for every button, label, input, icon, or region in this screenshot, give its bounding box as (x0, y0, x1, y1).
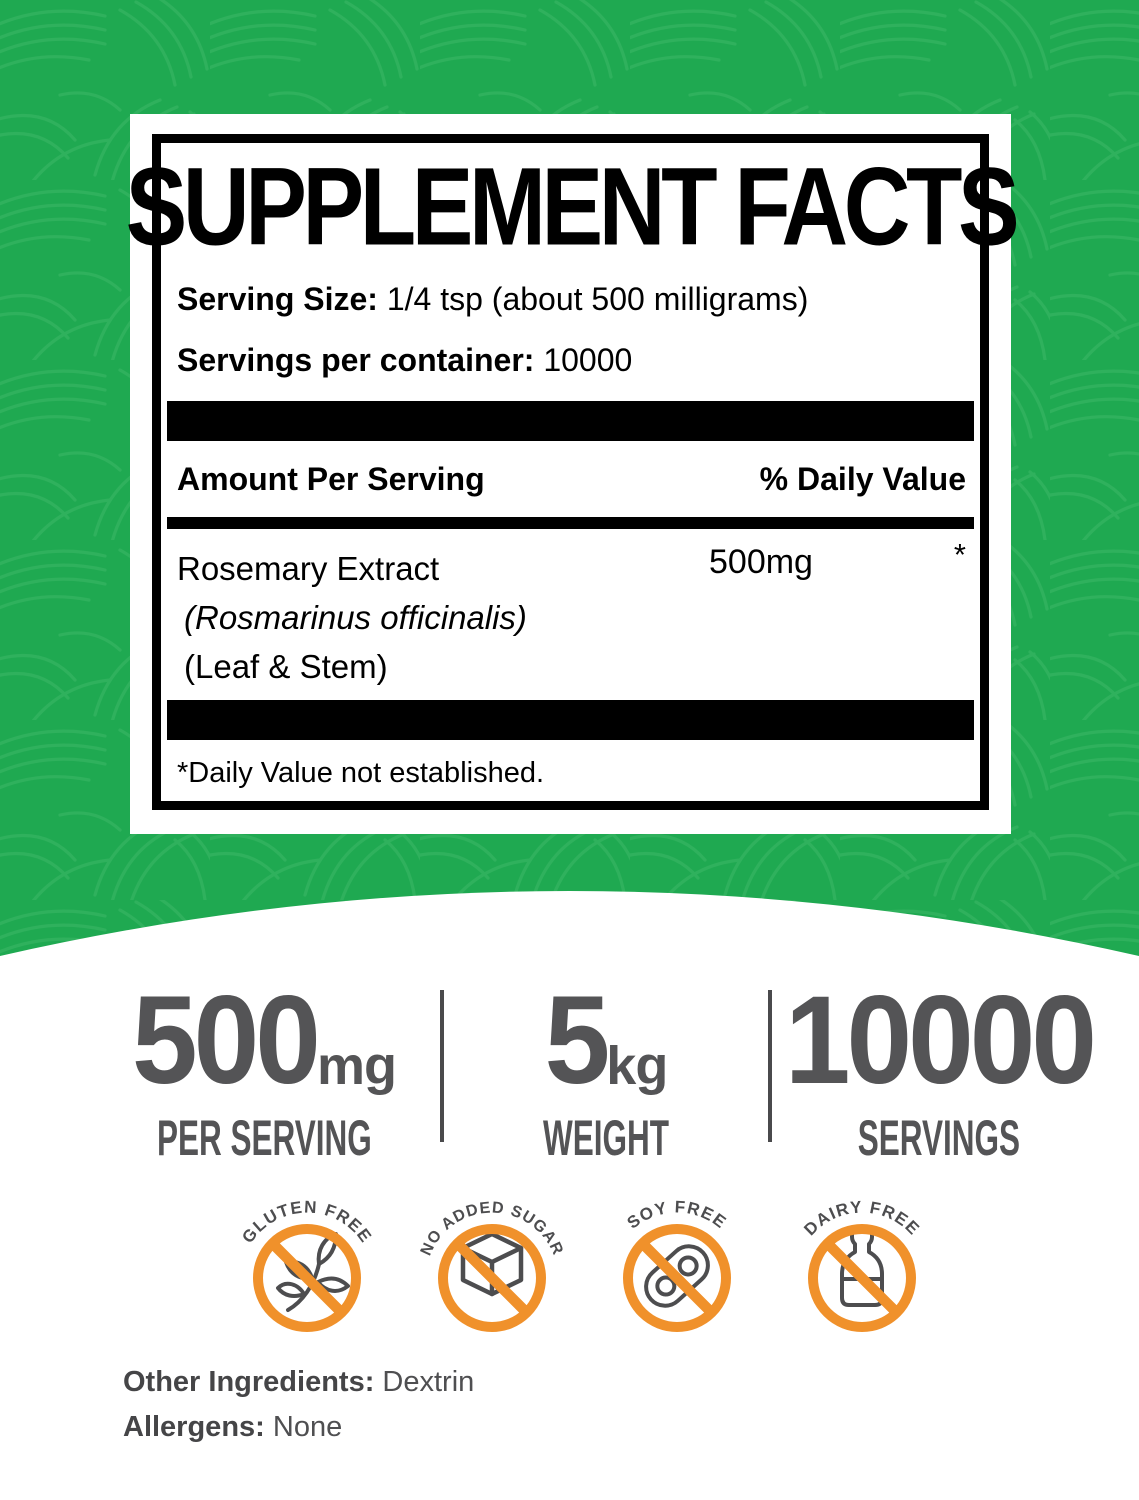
other-ingredients-label: Other Ingredients: (123, 1366, 375, 1398)
ingredient-daily-value-asterisk: * (953, 537, 966, 572)
stat-divider (768, 990, 772, 1142)
ingredient-row: Rosemary Extract (Rosmarinus officinalis… (177, 537, 972, 691)
prohibited-circle-icon (623, 1224, 731, 1332)
separator-bar-top (167, 401, 974, 441)
stat-servings: 10000 SERVINGS (772, 978, 1106, 1167)
stat-weight-number: 5 kg (545, 978, 669, 1103)
column-header-row: Amount Per Serving % Daily Value (177, 461, 966, 498)
diet-badges-row: GLUTEN FREE NO ADDED SUGAR (222, 1178, 947, 1344)
ingredient-name-block: Rosemary Extract (Rosmarinus officinalis… (177, 545, 972, 691)
daily-value-header: % Daily Value (759, 461, 966, 497)
stat-divider (440, 990, 444, 1142)
stat-servings-value: 10000 (784, 970, 1097, 1111)
stat-weight: 5 kg WEIGHT (444, 978, 768, 1167)
stat-per-serving-value: 500 (132, 970, 321, 1111)
serving-size-line: Serving Size: 1/4 tsp (about 500 milligr… (177, 281, 808, 318)
daily-value-footnote: *Daily Value not established. (177, 757, 545, 789)
footer-ingredients-block: Other Ingredients: Dextrin Allergens: No… (123, 1360, 474, 1450)
gluten-free-badge: GLUTEN FREE (238, 1197, 375, 1332)
allergens-value: None (264, 1410, 343, 1443)
header-rule (167, 517, 974, 529)
ingredient-plant-part: (Leaf & Stem) (184, 647, 388, 685)
servings-value: 10000 (534, 342, 633, 378)
separator-bar-bottom (167, 700, 974, 740)
stat-per-serving: 500 mg PER SERVING (88, 978, 440, 1167)
ingredient-name: Rosemary Extract (177, 550, 440, 587)
prohibited-circle-icon (253, 1224, 361, 1332)
stats-strip: 500 mg PER SERVING 5 kg WEIGHT 10000 SERVI… (88, 978, 1106, 1167)
soy-free-badge: SOY FREE (623, 1197, 731, 1332)
other-ingredients-line: Other Ingredients: Dextrin (123, 1360, 474, 1405)
stat-per-serving-unit: mg (316, 1036, 397, 1096)
stat-servings-label: SERVINGS (857, 1109, 1021, 1167)
stat-weight-unit: kg (606, 1036, 668, 1096)
panel-title: SUPPLEMENT FACTS (125, 144, 1020, 269)
stat-weight-value: 5 (544, 970, 611, 1111)
prohibited-circle-icon (808, 1224, 916, 1332)
ingredient-botanical-name: (Rosmarinus officinalis) (184, 598, 527, 636)
serving-size-label: Serving Size: (177, 281, 378, 317)
servings-label: Servings per container: (177, 342, 535, 378)
stat-per-serving-number: 500 mg (132, 978, 397, 1103)
gluten-free-label: GLUTEN FREE (238, 1197, 375, 1246)
dairy-free-badge: DAIRY FREE (800, 1197, 922, 1332)
other-ingredients-value: Dextrin (374, 1366, 475, 1398)
allergens-line: Allergens: None (123, 1405, 474, 1450)
no-added-sugar-badge: NO ADDED SUGAR (418, 1199, 565, 1332)
serving-size-value: 1/4 tsp (about 500 milligrams) (377, 281, 809, 317)
allergens-label: Allergens: (123, 1410, 265, 1443)
amount-per-serving-header: Amount Per Serving (177, 461, 485, 497)
ingredient-amount: 500mg (709, 543, 813, 581)
stat-per-serving-label: PER SERVING (156, 1109, 372, 1167)
supplement-facts-panel: SUPPLEMENT FACTS Serving Size: 1/4 tsp (… (126, 114, 1020, 834)
stat-servings-number: 10000 (785, 978, 1097, 1103)
stat-weight-label: WEIGHT (542, 1109, 669, 1167)
servings-per-container-line: Servings per container: 10000 (177, 342, 632, 379)
prohibited-circle-icon (438, 1224, 546, 1332)
panel-border: SUPPLEMENT FACTS Serving Size: 1/4 tsp (… (126, 134, 1020, 810)
